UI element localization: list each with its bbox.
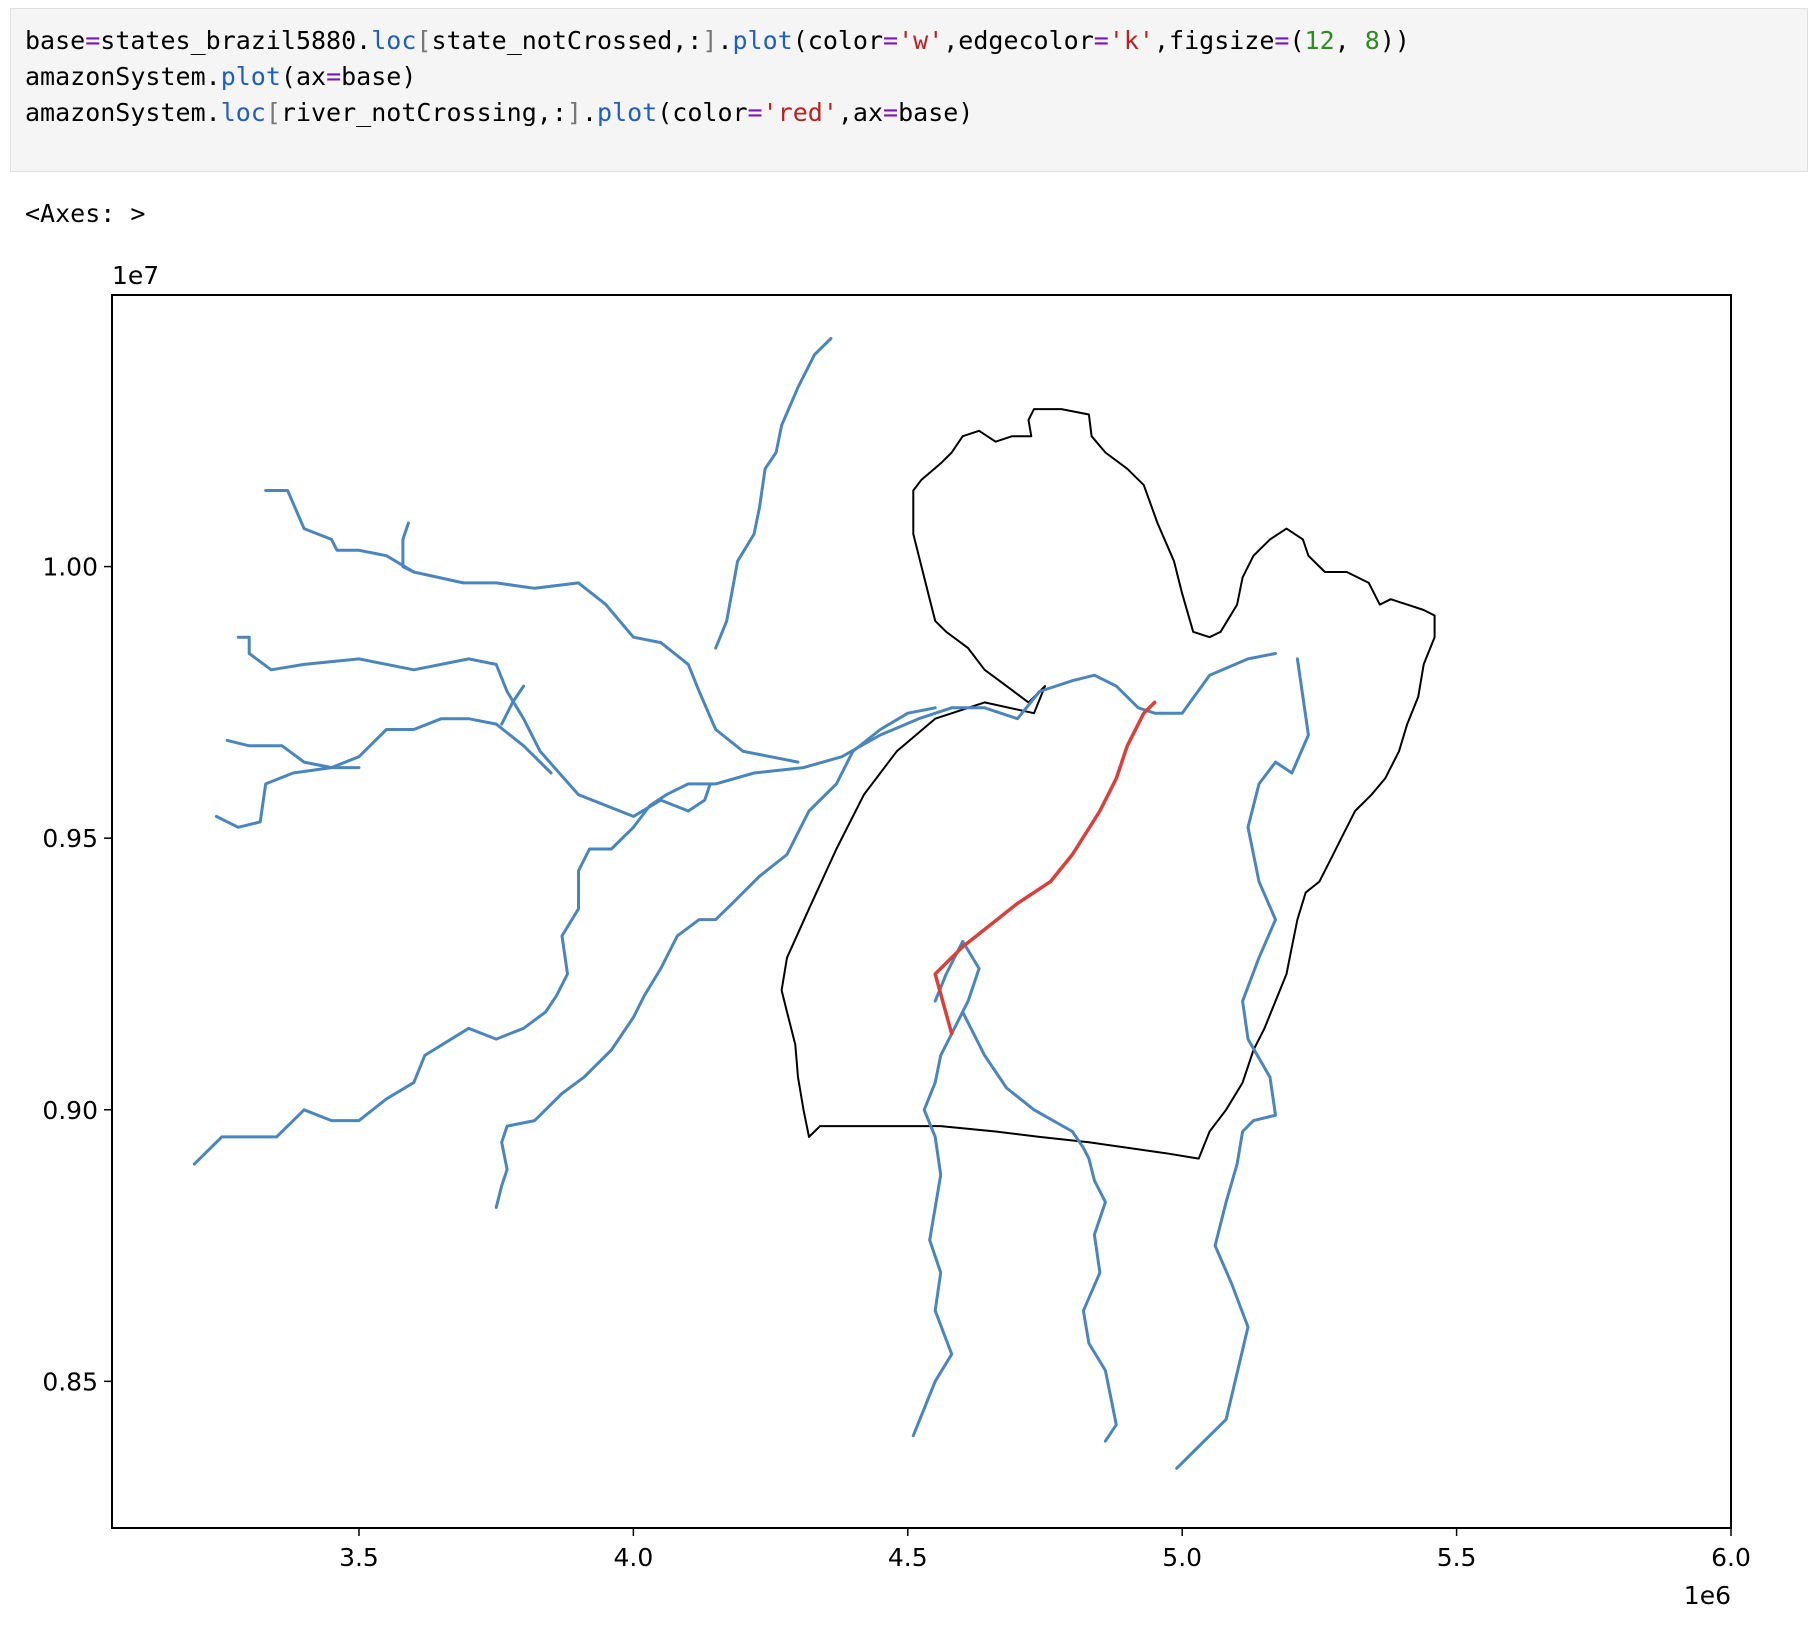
river-line bbox=[933, 700, 1157, 976]
code-token: (color bbox=[657, 98, 748, 127]
x-tick-label: 4.0 bbox=[613, 1543, 653, 1572]
x-tick-label: 5.5 bbox=[1437, 1543, 1477, 1572]
x-tick-label: 4.5 bbox=[888, 1543, 928, 1572]
code-token: = bbox=[1093, 26, 1109, 55]
x-tick-label: 3.5 bbox=[339, 1543, 379, 1572]
code-token: = bbox=[1274, 26, 1290, 55]
code-token: . bbox=[717, 26, 733, 55]
code-token: ] bbox=[566, 98, 582, 127]
code-token: . bbox=[581, 98, 598, 127]
x-tick-label: 6.0 bbox=[1711, 1543, 1751, 1572]
output-plot: 3.5 4.0 4.5 5.0 5.5 6.0 0.85 0.90 0.95 1.00 1e7 1… bbox=[42, 261, 1751, 1610]
code-line-2: amazonSystem.plot(ax=base) bbox=[25, 59, 416, 95]
code-token: states_brazil5880 bbox=[100, 26, 357, 55]
code-token: ,figsize bbox=[1153, 26, 1275, 55]
y-tick-label: 0.90 bbox=[42, 1096, 98, 1125]
code-token: state_notCrossed,: bbox=[431, 26, 703, 55]
code-cell[interactable]: base=states_brazil5880.loc[state_notCros… bbox=[10, 8, 1808, 172]
code-token: 8 bbox=[1364, 26, 1380, 55]
code-token: ,edgecolor bbox=[943, 26, 1094, 55]
code-token: 'w' bbox=[898, 26, 944, 55]
code-token: 'k' bbox=[1108, 26, 1154, 55]
y-tick-label: 1.00 bbox=[42, 553, 98, 582]
river-line bbox=[236, 635, 712, 818]
code-token: = bbox=[747, 98, 763, 127]
code-token: [ bbox=[265, 98, 281, 127]
code-token: , bbox=[1334, 26, 1365, 55]
code-token: 'red' bbox=[762, 98, 838, 127]
river-line bbox=[401, 521, 416, 574]
river-line bbox=[214, 766, 361, 829]
river-line bbox=[264, 489, 800, 764]
state-outline bbox=[780, 408, 1436, 1160]
code-token: base bbox=[25, 26, 86, 55]
code-token: = bbox=[85, 26, 101, 55]
axes-frame bbox=[111, 294, 1732, 1529]
cell-output-text: <Axes: > bbox=[25, 199, 146, 228]
code-token: ( bbox=[1289, 26, 1305, 55]
code-token: loc bbox=[220, 98, 266, 127]
code-token: base) bbox=[341, 62, 417, 91]
map-layer bbox=[192, 337, 1436, 1470]
code-token: . bbox=[205, 98, 221, 127]
code-token: [ bbox=[416, 26, 432, 55]
code-token: 12 bbox=[1304, 26, 1335, 55]
code-token: loc bbox=[371, 26, 417, 55]
code-token: (color bbox=[792, 26, 884, 55]
code-token: . bbox=[356, 26, 372, 55]
river-line bbox=[494, 706, 937, 1209]
y-axis-multiplier: 1e7 bbox=[112, 261, 159, 290]
river-line bbox=[961, 1010, 1118, 1443]
code-line-1: base=states_brazil5880.loc[state_notCros… bbox=[25, 23, 1410, 59]
code-token: = bbox=[883, 98, 899, 127]
code-token: (ax bbox=[280, 62, 327, 91]
code-token: = bbox=[326, 62, 342, 91]
river-line bbox=[911, 939, 981, 1438]
y-tick-label: 0.85 bbox=[42, 1367, 98, 1396]
code-token: ,ax bbox=[837, 98, 884, 127]
river-line bbox=[192, 652, 1277, 1166]
river-line bbox=[714, 337, 833, 650]
code-token: plot bbox=[732, 26, 793, 55]
code-token: plot bbox=[597, 98, 658, 127]
river-line bbox=[1175, 657, 1310, 1470]
x-tick-label: 5.0 bbox=[1162, 1543, 1202, 1572]
code-token: river_notCrossing,: bbox=[280, 98, 567, 127]
code-token: amazonSystem bbox=[25, 62, 206, 91]
x-axis-multiplier: 1e6 bbox=[1684, 1581, 1731, 1610]
code-token: )) bbox=[1379, 26, 1410, 55]
code-token: plot bbox=[220, 62, 281, 91]
code-line-3: amazonSystem.loc[river_notCrossing,:].pl… bbox=[25, 95, 973, 131]
code-token: = bbox=[883, 26, 899, 55]
code-token: . bbox=[205, 62, 221, 91]
river-line bbox=[500, 684, 526, 726]
axis-ticks: 3.5 4.0 4.5 5.0 5.5 6.0 0.85 0.90 0.95 1.00 bbox=[42, 553, 1751, 1572]
code-token: amazonSystem bbox=[25, 98, 206, 127]
code-token: ] bbox=[702, 26, 718, 55]
river-line bbox=[225, 717, 553, 775]
highlighted-river-line bbox=[933, 700, 1157, 1036]
y-tick-label: 0.95 bbox=[42, 824, 98, 853]
code-token: base) bbox=[898, 98, 974, 127]
